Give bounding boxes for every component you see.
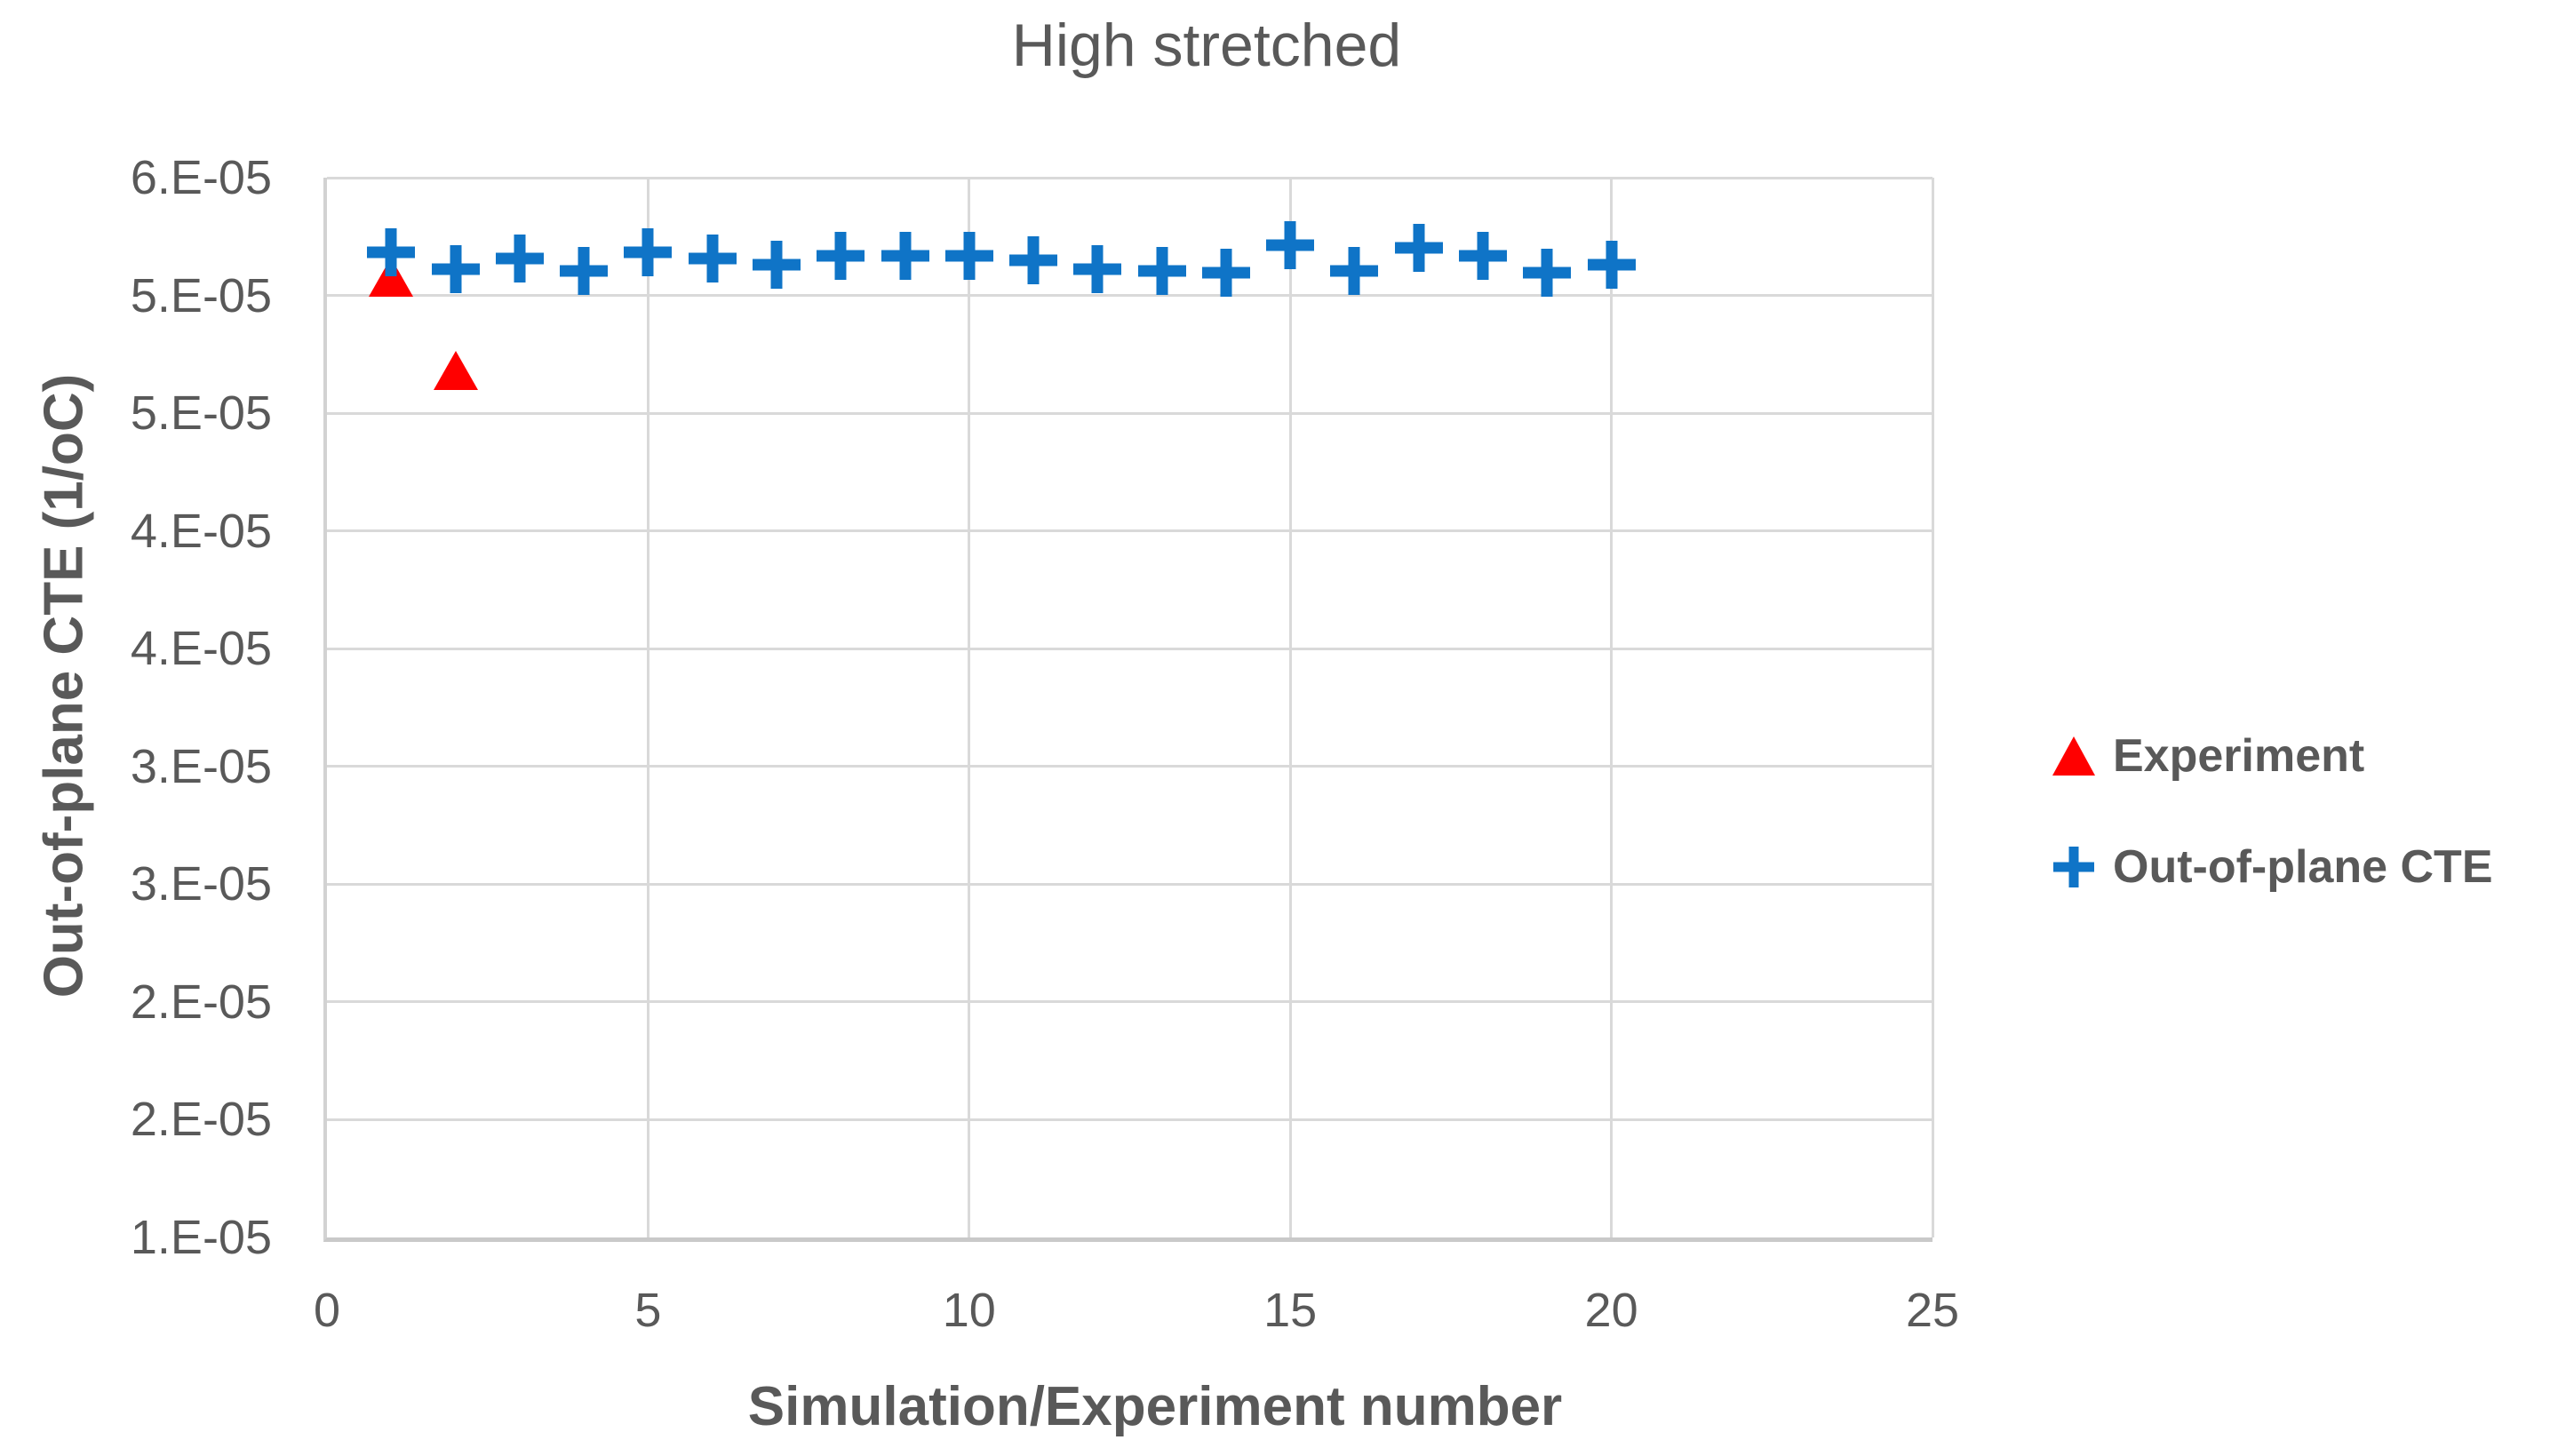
legend-label-out-of-plane-cte: Out-of-plane CTE [2113,841,2493,893]
y-tick-label: 1.E-05 [130,1211,272,1264]
legend: Experiment Out-of-plane CTE [2049,725,2493,947]
y-tick-label: 4.E-05 [130,504,272,558]
x-tick-label: 5 [634,1284,662,1337]
data-point-out-of-plane-cte [1137,246,1186,295]
gridline-vertical [1931,178,1934,1237]
data-point-out-of-plane-cte [817,232,865,281]
data-point-out-of-plane-cte [560,246,609,295]
y-axis-title: Out-of-plane CTE (1/oC) [33,373,95,999]
y-tick-label: 5.E-05 [130,268,272,322]
x-tick-label: 0 [313,1284,341,1337]
data-point-out-of-plane-cte [1459,232,1508,281]
y-tick-label: 4.E-05 [130,622,272,676]
data-point-out-of-plane-cte [944,232,993,281]
x-tick-label: 10 [942,1284,996,1337]
legend-item-experiment: Experiment [2049,725,2493,787]
gridline-vertical [646,178,649,1237]
y-tick-label: 2.E-05 [130,975,272,1029]
data-point-out-of-plane-cte [431,244,480,293]
gridline-horizontal [327,1000,1932,1004]
gridline-horizontal [327,765,1932,768]
x-tick-label: 20 [1584,1284,1638,1337]
x-tick-label: 25 [1905,1284,1960,1337]
data-point-out-of-plane-cte [1266,221,1315,270]
chart-title: High stretched [1011,12,1402,79]
data-point-out-of-plane-cte [1073,244,1122,293]
gridline-horizontal [327,882,1932,886]
legend-marker-box [2049,736,2099,776]
y-tick-label: 2.E-05 [130,1093,272,1147]
gridline-horizontal [327,294,1932,298]
data-point-out-of-plane-cte [688,234,737,282]
data-point-out-of-plane-cte [881,232,929,281]
data-point-out-of-plane-cte [367,227,416,276]
gridline-horizontal [327,647,1932,650]
x-axis-title: Simulation/Experiment number [747,1376,1563,1437]
gridline-vertical [968,178,971,1237]
data-point-out-of-plane-cte [1394,223,1443,272]
y-tick-label: 5.E-05 [130,386,272,441]
legend-label-experiment: Experiment [2113,730,2365,782]
gridline-horizontal [327,176,1932,179]
gridline-horizontal [327,411,1932,415]
legend-item-out-of-plane-cte: Out-of-plane CTE [2049,836,2493,898]
y-tick-label: 6.E-05 [130,151,272,204]
data-point-out-of-plane-cte [1330,246,1379,295]
data-point-out-of-plane-cte [752,240,801,289]
y-tick-label: 3.E-05 [130,739,272,793]
data-point-out-of-plane-cte [1587,240,1636,289]
data-point-out-of-plane-cte [1523,249,1572,298]
data-point-experiment [433,351,478,391]
x-tick-label: 15 [1263,1284,1318,1337]
data-point-out-of-plane-cte [495,234,544,282]
data-point-out-of-plane-cte [1201,249,1250,298]
triangle-marker-icon [2052,736,2095,776]
gridline-vertical [1288,178,1292,1237]
gridline-horizontal [327,529,1932,533]
plus-marker-icon [2053,847,2094,887]
y-tick-label: 3.E-05 [130,857,272,911]
data-point-out-of-plane-cte [1009,236,1058,285]
data-point-out-of-plane-cte [624,227,673,276]
plot-area [323,176,1934,1242]
gridline-vertical [1610,178,1614,1237]
gridline-horizontal [327,1118,1932,1121]
legend-marker-box [2049,847,2099,887]
